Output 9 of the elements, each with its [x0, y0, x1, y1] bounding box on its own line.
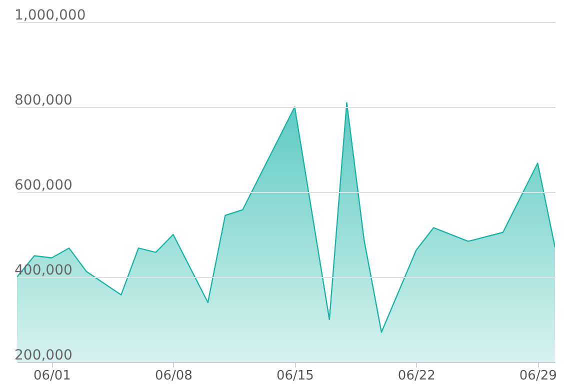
x-tick-label: 06/15	[276, 368, 314, 384]
y-tick-label: 600,000	[14, 178, 72, 194]
y-tick-label: 200,000	[14, 348, 72, 364]
y-tick-label: 800,000	[14, 92, 72, 108]
x-tick-label: 06/01	[33, 368, 71, 384]
x-tick-label: 06/08	[154, 368, 192, 384]
x-tick-label: 06/22	[398, 368, 436, 384]
y-tick-label: 1,000,000	[14, 8, 86, 24]
x-tick-label: 06/29	[519, 368, 557, 384]
